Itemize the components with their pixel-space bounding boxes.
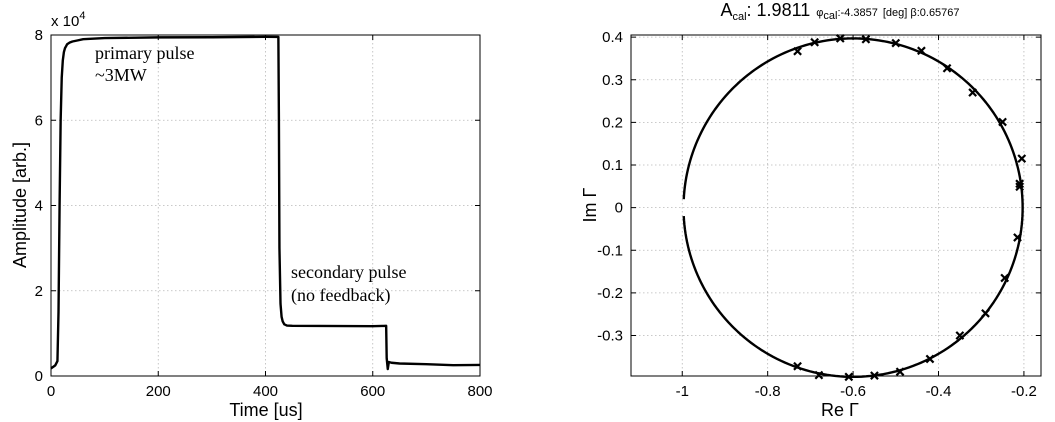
y-tick-label: -0.1	[597, 242, 623, 259]
y-tick-label: 0	[35, 368, 43, 385]
reflection-chart-grid	[631, 35, 1041, 376]
x-marker	[814, 370, 824, 380]
x-marker	[998, 117, 1007, 127]
y-tick-label: 0.1	[602, 157, 623, 174]
x-tick-label: 200	[146, 383, 171, 400]
x-marker	[891, 38, 901, 48]
reflection-y-axis-label: Im Γ	[580, 187, 600, 222]
secondary-pulse-note: (no feedback)	[291, 285, 390, 306]
x-marker	[917, 46, 926, 56]
reflection-markers	[793, 34, 1027, 382]
x-marker	[925, 354, 935, 364]
x-marker	[861, 34, 871, 44]
amplitude-trace	[50, 35, 481, 371]
reflection-circle	[682, 37, 1024, 379]
x-marker	[844, 372, 854, 382]
x-tick-label: 0	[47, 383, 55, 400]
x-marker	[981, 308, 990, 318]
y-tick-label: 0	[615, 200, 623, 217]
y-multiplier-label: x 104	[51, 10, 85, 30]
time-chart-ticks: 0 200 400 600 800 0 2 4 6 8	[35, 27, 493, 400]
x-marker	[793, 361, 802, 371]
y-tick-label: 0.3	[602, 72, 623, 89]
y-tick-label: 4	[35, 198, 43, 215]
x-tick-label: -1	[676, 383, 689, 400]
time-x-axis-label: Time [us]	[229, 400, 302, 420]
x-tick-label: 600	[360, 383, 385, 400]
x-tick-label: 800	[467, 383, 492, 400]
x-marker	[1013, 233, 1022, 242]
x-marker	[810, 37, 820, 47]
reflection-chart-title: Acal: 1.9811 φcal:-4.3857 [deg] β:0.65767	[720, 0, 959, 23]
x-tick-label: -0.8	[755, 383, 781, 400]
time-chart-grid	[51, 35, 480, 376]
x-marker	[1015, 182, 1025, 192]
x-marker	[835, 34, 845, 43]
x-marker	[1017, 154, 1027, 163]
reflection-chart-ticks: -1 -0.8 -0.6 -0.4 -0.2 0.4 0.3 0.2 0.1 0 -0.1 -0.2 -…	[597, 29, 1041, 400]
x-marker	[895, 367, 905, 377]
primary-pulse-label: primary pulse	[95, 43, 194, 63]
secondary-pulse-label: secondary pulse	[291, 262, 406, 282]
time-chart: 0 200 400 600 800 0 2 4 6 8 x 104 Time [us] Ampli…	[10, 10, 493, 420]
x-marker	[793, 46, 802, 56]
x-marker	[870, 371, 879, 380]
y-tick-label: 6	[35, 112, 43, 129]
x-marker	[942, 63, 952, 73]
reflection-chart-frame	[630, 34, 1042, 377]
y-tick-label: 0.4	[602, 29, 623, 46]
x-marker	[955, 331, 965, 340]
x-tick-label: -0.4	[926, 383, 952, 400]
reflection-chart: -1 -0.8 -0.6 -0.4 -0.2 0.4 0.3 0.2 0.1 0 -0.1 -0.2 -…	[580, 0, 1042, 420]
x-marker	[1015, 179, 1025, 189]
y-tick-label: -0.2	[597, 285, 623, 302]
x-tick-label: -0.6	[840, 383, 866, 400]
primary-pulse-power-label: ~3MW	[95, 65, 147, 85]
y-tick-label: 2	[35, 283, 43, 300]
x-marker	[968, 88, 978, 97]
x-tick-label: -0.2	[1011, 383, 1037, 400]
y-tick-label: -0.3	[597, 328, 623, 345]
y-tick-label: 0.2	[602, 114, 623, 131]
y-tick-label: 8	[35, 27, 43, 44]
reflection-x-axis-label: Re Γ	[821, 400, 859, 420]
x-marker	[1000, 273, 1010, 283]
time-y-axis-label: Amplitude [arb.]	[10, 142, 30, 268]
x-tick-label: 400	[253, 383, 278, 400]
